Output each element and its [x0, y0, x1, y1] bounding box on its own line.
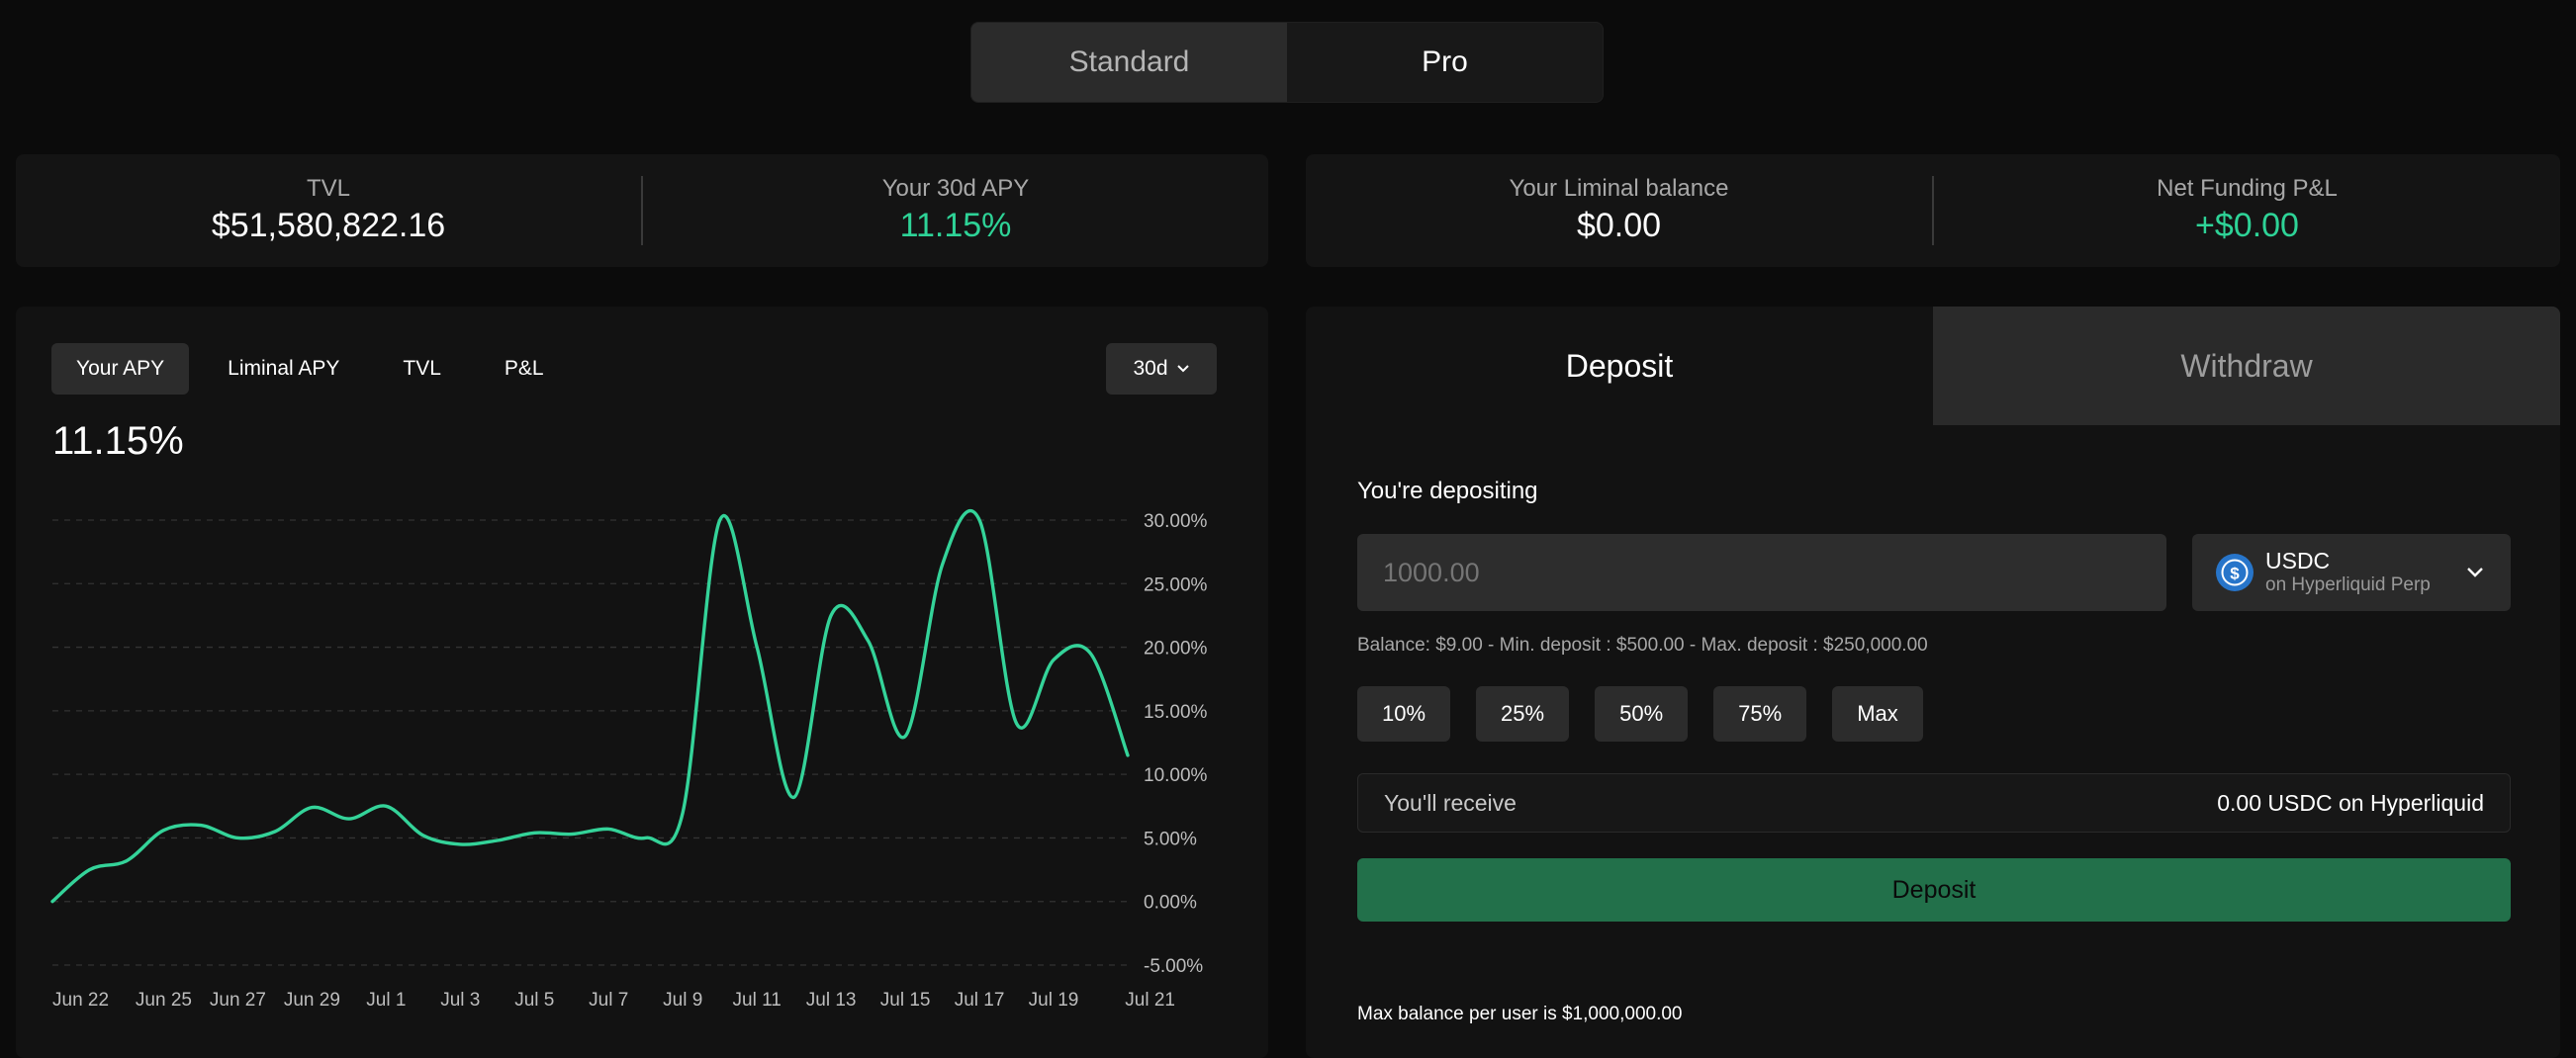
- y-tick-label: 10.00%: [1144, 765, 1208, 786]
- balance-value: $0.00: [1576, 207, 1662, 244]
- chart-panel: 30.00% 25.00% 20.00% 15.00% 10.00% 5.00% 0.00%…: [16, 307, 1268, 1058]
- x-tick-label: Jun 27: [210, 990, 266, 1011]
- tvl-value: $51,580,822.16: [211, 207, 446, 244]
- apy-stat: Your 30d APY 11.15%: [643, 175, 1268, 246]
- deposit-button[interactable]: Deposit: [1357, 858, 2511, 922]
- y-tick-label: -5.00%: [1144, 956, 1203, 977]
- x-tick-label: Jul 11: [733, 990, 782, 1011]
- chart-current-value: 11.15%: [52, 419, 184, 463]
- x-tick-label: Jul 5: [514, 990, 554, 1011]
- apy-chart: 30.00% 25.00% 20.00% 15.00% 10.00% 5.00% 0.00%…: [50, 509, 1208, 1011]
- y-tick-label: 15.00%: [1144, 702, 1208, 723]
- stat-divider: [1932, 176, 1934, 245]
- token-select[interactable]: $ USDC on Hyperliquid Perp: [2192, 534, 2511, 611]
- apy-value: 11.15%: [899, 207, 1012, 244]
- receive-label: You'll receive: [1384, 789, 1517, 816]
- tab-deposit[interactable]: Deposit: [1565, 347, 1674, 384]
- balance-limits-text: Balance: $9.00 - Min. deposit : $500.00 …: [1357, 635, 1928, 656]
- y-tick-label: 25.00%: [1144, 574, 1208, 595]
- tvl-stat: TVL $51,580,822.16: [16, 175, 641, 246]
- y-tick-label: 20.00%: [1144, 639, 1208, 660]
- depositing-label: You're depositing: [1357, 478, 1538, 504]
- chart-tabs: Your APY Liminal APY TVL P&L: [51, 343, 569, 395]
- x-tick-label: Jul 7: [589, 990, 628, 1011]
- amount-input[interactable]: [1357, 534, 2166, 611]
- x-tick-label: Jul 19: [1029, 990, 1079, 1011]
- mode-pro-button[interactable]: Pro: [1422, 45, 1468, 78]
- x-tick-label: Jul 3: [440, 990, 480, 1011]
- x-tick-label: Jun 25: [136, 990, 192, 1011]
- x-tick-label: Jun 29: [284, 990, 340, 1011]
- pnl-stat: Net Funding P&L +$0.00: [1934, 175, 2560, 246]
- tvl-label: TVL: [306, 175, 350, 202]
- token-network: on Hyperliquid Perp: [2265, 574, 2431, 595]
- chevron-down-icon: [2467, 568, 2483, 577]
- tab-pnl[interactable]: P&L: [504, 357, 544, 380]
- balance-label: Your Liminal balance: [1509, 175, 1729, 202]
- svg-text:$: $: [2230, 565, 2240, 583]
- percent-75-button[interactable]: 75%: [1713, 686, 1807, 742]
- x-tick-label: Jul 21: [1125, 990, 1175, 1011]
- x-tick-label: Jul 17: [955, 990, 1005, 1011]
- apy-series-line: [50, 509, 1130, 904]
- percent-50-button[interactable]: 50%: [1595, 686, 1689, 742]
- receive-value: 0.00 USDC on Hyperliquid: [2217, 789, 2484, 816]
- y-tick-label: 5.00%: [1144, 829, 1197, 849]
- x-tick-label: Jun 22: [52, 990, 109, 1011]
- percent-buttons: 10% 25% 50% 75% Max: [1357, 686, 1923, 742]
- percent-25-button[interactable]: 25%: [1476, 686, 1570, 742]
- pnl-label: Net Funding P&L: [2157, 175, 2338, 202]
- receive-summary: You'll receive 0.00 USDC on Hyperliquid: [1357, 773, 2511, 833]
- range-select[interactable]: 30d: [1106, 343, 1217, 395]
- deposit-tabs: Deposit Withdraw: [1306, 307, 2560, 425]
- percent-max-button[interactable]: Max: [1832, 686, 1923, 742]
- user-stats-card: Your Liminal balance $0.00 Net Funding P…: [1306, 154, 2560, 267]
- deposit-panel: Deposit Withdraw You're depositing $ USD…: [1306, 307, 2560, 1058]
- percent-10-button[interactable]: 10%: [1357, 686, 1451, 742]
- stat-divider: [641, 176, 643, 245]
- pnl-value: +$0.00: [2195, 207, 2299, 244]
- token-text: USDC on Hyperliquid Perp: [2265, 548, 2431, 597]
- tab-your-apy[interactable]: Your APY: [51, 343, 190, 395]
- x-tick-label: Jul 15: [880, 990, 931, 1011]
- x-tick-label: Jul 13: [806, 990, 857, 1011]
- apy-label: Your 30d APY: [881, 175, 1030, 202]
- x-tick-label: Jul 9: [663, 990, 702, 1011]
- usdc-icon: $: [2216, 554, 2254, 591]
- tab-tvl[interactable]: TVL: [403, 357, 441, 380]
- mode-standard-button[interactable]: Standard: [971, 23, 1287, 102]
- x-tick-label: Jul 1: [366, 990, 406, 1011]
- token-name: USDC: [2265, 548, 2331, 573]
- mode-toggle: Standard Pro: [970, 22, 1604, 103]
- tab-liminal-apy[interactable]: Liminal APY: [228, 357, 340, 380]
- vault-stats-card: TVL $51,580,822.16 Your 30d APY 11.15%: [16, 154, 1268, 267]
- y-tick-label: 0.00%: [1144, 893, 1197, 914]
- max-balance-note: Max balance per user is $1,000,000.00: [1357, 1004, 1683, 1024]
- chevron-down-icon: [1176, 365, 1189, 373]
- balance-stat: Your Liminal balance $0.00: [1306, 175, 1932, 246]
- y-tick-label: 30.00%: [1144, 511, 1208, 532]
- tab-withdraw[interactable]: Withdraw: [1933, 307, 2560, 425]
- range-label: 30d: [1133, 357, 1168, 380]
